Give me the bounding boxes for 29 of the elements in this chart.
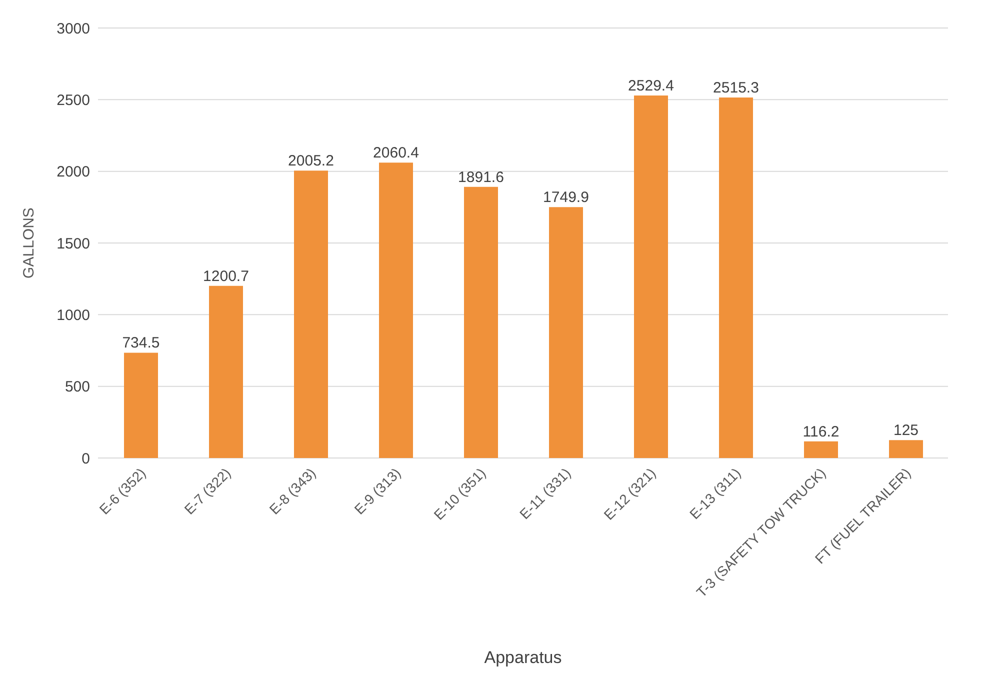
bar	[294, 170, 328, 458]
data-label: 1749.9	[543, 189, 589, 206]
bar	[634, 95, 668, 458]
bar	[464, 186, 498, 458]
y-tick-label: 3000	[56, 20, 90, 38]
bar	[889, 440, 923, 458]
y-tick-label: 500	[64, 378, 90, 396]
data-label: 2529.4	[628, 77, 674, 94]
y-tick-label: 2000	[56, 164, 90, 181]
data-label: 125	[893, 422, 919, 440]
data-label: 1891.6	[458, 168, 504, 186]
data-label: 734.5	[122, 334, 160, 352]
bar	[379, 162, 413, 458]
data-label: 2060.4	[373, 144, 419, 162]
data-label: 2005.2	[288, 152, 334, 170]
bar	[804, 441, 838, 458]
y-tick-label: 2500	[56, 92, 90, 109]
x-axis-title: Apparatus	[484, 648, 562, 667]
bar	[124, 352, 158, 458]
y-axis-title: GALLONS	[20, 208, 38, 278]
data-label: 116.2	[802, 423, 840, 440]
data-label: 1200.7	[203, 268, 249, 285]
bar	[209, 286, 243, 458]
y-tick-label: 0	[82, 450, 90, 468]
data-label: 2515.3	[713, 79, 759, 96]
bar	[719, 97, 753, 458]
y-tick-label: 1500	[56, 235, 90, 252]
y-tick-label: 1000	[56, 306, 90, 324]
bar	[549, 207, 583, 458]
